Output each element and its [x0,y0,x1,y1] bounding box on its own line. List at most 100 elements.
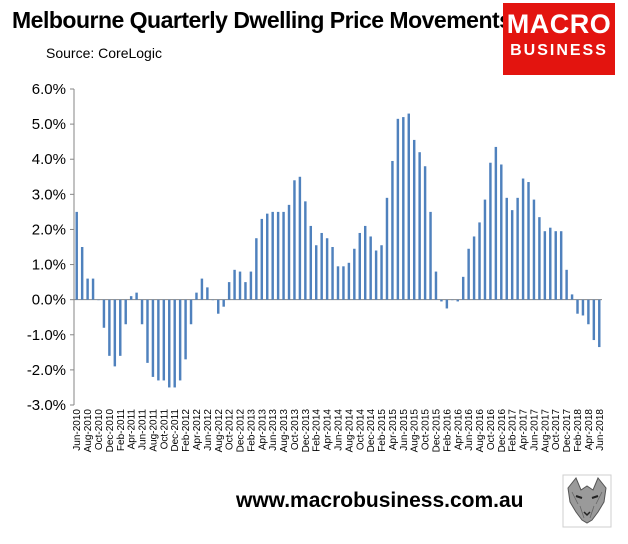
bar [407,113,410,300]
bar [456,299,459,302]
bar [266,213,269,300]
bar [510,210,514,300]
bar [206,287,209,300]
x-tick-label: Feb-2012 [181,409,192,452]
bar [380,245,383,300]
bar [129,296,133,300]
bar [342,266,345,300]
x-tick-label: Dec-2016 [497,409,508,453]
bar [315,245,318,300]
x-tick-label: Oct-2015 [421,409,432,451]
bar [173,299,176,388]
x-tick-label: Apr-2017 [519,409,530,451]
bar-chart: -3.0% -2.0% -1.0% 0.0% 1.0% 2.0% 3.0% 4.0% 5.0% 6… [27,81,606,453]
x-tick-label: Jun-2018 [595,409,606,451]
x-tick-label: Dec-2017 [562,409,573,453]
bar [80,247,84,300]
x-tick-label: Feb-2018 [573,409,584,452]
bar [211,299,215,301]
bar-series [75,113,601,388]
bar [559,231,563,300]
x-tick-label: Dec-2010 [105,409,116,453]
bar [124,299,127,325]
x-tick-label: Apr-2013 [257,409,268,451]
bar [347,262,351,300]
bar [102,299,106,328]
bar [483,199,487,300]
x-tick-label: Jun-2012 [203,409,214,451]
bar [516,197,519,300]
bar [140,299,144,325]
x-tick-label: Aug-2016 [475,409,486,453]
bar [227,282,231,300]
wolf-logo-icon [562,474,612,528]
footer-website-url: www.macrobusiness.com.au [236,489,524,512]
x-tick-label: Jun-2017 [529,409,540,451]
bar [304,201,307,300]
bar [543,231,547,300]
chart-title: Melbourne Quarterly Dwelling Price Movem… [12,7,512,33]
bar [331,247,334,300]
bar [135,292,138,300]
x-tick-label: Oct-2014 [355,409,366,451]
x-tick-label: Feb-2014 [312,409,323,452]
bar [75,211,78,300]
bar [500,164,503,300]
macrobusiness-logo: MACRO BUSINESS [503,3,615,75]
x-tick-label: Dec-2013 [301,409,312,453]
bar [434,271,438,300]
bar [587,299,590,325]
bar [184,299,187,360]
y-tick-label: 4.0% [32,151,66,168]
bar [538,217,541,300]
bar [238,271,242,300]
bar [353,248,356,300]
bar [576,299,579,314]
x-tick-label: Aug-2014 [344,409,355,453]
x-tick-label: Feb-2016 [442,409,453,452]
bar [195,292,198,300]
bar [581,299,585,316]
x-tick-label: Apr-2012 [192,409,203,451]
bar [271,211,274,300]
x-tick-label: Aug-2011 [148,409,159,452]
bar [521,178,525,300]
bar [549,227,552,300]
bar [108,299,111,356]
x-tick-label: Apr-2016 [453,409,464,451]
x-tick-label: Aug-2013 [279,409,290,453]
logo-line-business: BUSINESS [510,42,608,59]
bar [467,248,470,300]
bar [494,146,498,300]
y-tick-label: 1.0% [32,257,66,274]
bar [178,299,182,381]
bar [244,282,247,300]
y-axis-labels: -3.0% -2.0% -1.0% 0.0% 1.0% 2.0% 3.0% 4.0% 5.0% 6… [27,81,66,414]
bar [592,299,596,341]
bar [86,278,89,300]
x-tick-label: Oct-2012 [225,409,236,451]
x-tick-label: Aug-2012 [214,409,225,453]
x-tick-label: Aug-2015 [410,409,421,453]
y-tick-label: -3.0% [27,397,66,414]
x-tick-label: Jun-2011 [138,409,149,450]
x-tick-label: Apr-2015 [388,409,399,451]
bar [489,162,492,300]
bar [402,117,405,300]
bar [478,222,481,300]
x-tick-label: Oct-2013 [290,409,301,451]
bar [440,299,443,302]
chart-source: Source: CoreLogic [46,45,162,61]
x-tick-label: Jun-2013 [268,409,279,451]
bar [461,276,465,300]
bar [565,269,568,300]
bar [113,299,117,367]
bar [451,299,454,301]
bar [151,299,155,377]
bar [157,299,160,381]
bar [309,225,313,300]
x-tick-label: Feb-2015 [377,409,388,452]
x-tick-label: Oct-2017 [551,409,562,451]
bar [200,278,204,300]
logo-line-macro: MACRO [506,9,612,39]
